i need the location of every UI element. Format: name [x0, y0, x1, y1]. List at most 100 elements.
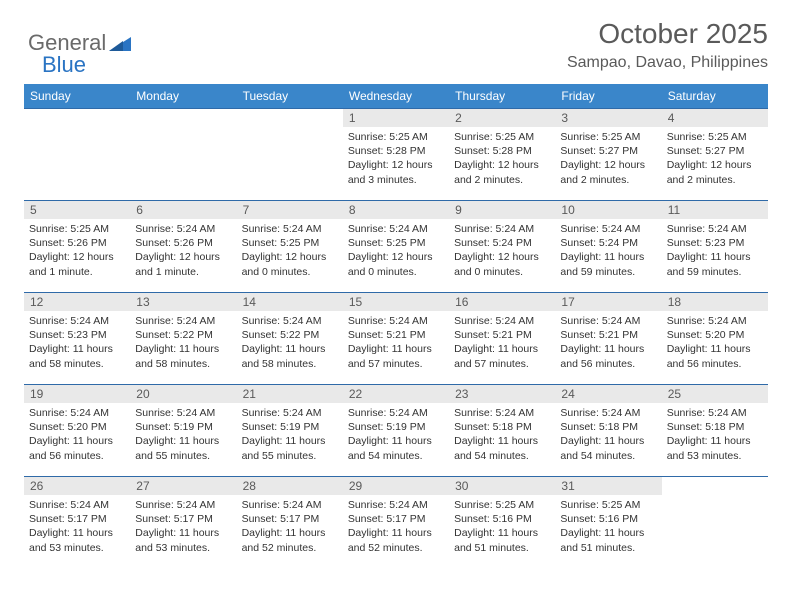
calendar-day-cell: 28Sunrise: 5:24 AMSunset: 5:17 PMDayligh…: [237, 477, 343, 569]
weekday-header: Friday: [555, 84, 661, 109]
day-number: 5: [24, 201, 130, 219]
day-info: Sunrise: 5:24 AMSunset: 5:22 PMDaylight:…: [130, 311, 236, 375]
day-info: Sunrise: 5:24 AMSunset: 5:24 PMDaylight:…: [449, 219, 555, 283]
day-info: Sunrise: 5:25 AMSunset: 5:28 PMDaylight:…: [449, 127, 555, 191]
calendar-week-row: 5Sunrise: 5:25 AMSunset: 5:26 PMDaylight…: [24, 201, 768, 293]
day-number: 11: [662, 201, 768, 219]
day-info: Sunrise: 5:24 AMSunset: 5:17 PMDaylight:…: [24, 495, 130, 559]
day-info: Sunrise: 5:24 AMSunset: 5:18 PMDaylight:…: [449, 403, 555, 467]
calendar-day-cell: 1Sunrise: 5:25 AMSunset: 5:28 PMDaylight…: [343, 109, 449, 201]
calendar-empty-cell: [662, 477, 768, 569]
day-info: Sunrise: 5:24 AMSunset: 5:19 PMDaylight:…: [237, 403, 343, 467]
calendar-day-cell: 7Sunrise: 5:24 AMSunset: 5:25 PMDaylight…: [237, 201, 343, 293]
day-number: 19: [24, 385, 130, 403]
month-title: October 2025: [24, 18, 768, 50]
day-number: 12: [24, 293, 130, 311]
calendar-day-cell: 22Sunrise: 5:24 AMSunset: 5:19 PMDayligh…: [343, 385, 449, 477]
calendar-day-cell: 14Sunrise: 5:24 AMSunset: 5:22 PMDayligh…: [237, 293, 343, 385]
day-number: 6: [130, 201, 236, 219]
day-number: 8: [343, 201, 449, 219]
day-info: Sunrise: 5:25 AMSunset: 5:27 PMDaylight:…: [662, 127, 768, 191]
calendar-day-cell: 6Sunrise: 5:24 AMSunset: 5:26 PMDaylight…: [130, 201, 236, 293]
day-number: 29: [343, 477, 449, 495]
day-number: 15: [343, 293, 449, 311]
day-info: Sunrise: 5:24 AMSunset: 5:25 PMDaylight:…: [237, 219, 343, 283]
day-number: 13: [130, 293, 236, 311]
day-number: 25: [662, 385, 768, 403]
day-number: 3: [555, 109, 661, 127]
calendar-day-cell: 23Sunrise: 5:24 AMSunset: 5:18 PMDayligh…: [449, 385, 555, 477]
weekday-header: Sunday: [24, 84, 130, 109]
calendar-week-row: 26Sunrise: 5:24 AMSunset: 5:17 PMDayligh…: [24, 477, 768, 569]
day-number: 30: [449, 477, 555, 495]
day-number: 21: [237, 385, 343, 403]
calendar-empty-cell: [130, 109, 236, 201]
day-info: Sunrise: 5:24 AMSunset: 5:25 PMDaylight:…: [343, 219, 449, 283]
day-info: Sunrise: 5:24 AMSunset: 5:26 PMDaylight:…: [130, 219, 236, 283]
weekday-header: Wednesday: [343, 84, 449, 109]
day-info: Sunrise: 5:24 AMSunset: 5:19 PMDaylight:…: [343, 403, 449, 467]
calendar-day-cell: 4Sunrise: 5:25 AMSunset: 5:27 PMDaylight…: [662, 109, 768, 201]
day-info: Sunrise: 5:24 AMSunset: 5:19 PMDaylight:…: [130, 403, 236, 467]
day-info: Sunrise: 5:25 AMSunset: 5:27 PMDaylight:…: [555, 127, 661, 191]
day-number: 9: [449, 201, 555, 219]
calendar-day-cell: 19Sunrise: 5:24 AMSunset: 5:20 PMDayligh…: [24, 385, 130, 477]
day-info: Sunrise: 5:24 AMSunset: 5:23 PMDaylight:…: [662, 219, 768, 283]
day-info: Sunrise: 5:24 AMSunset: 5:17 PMDaylight:…: [237, 495, 343, 559]
day-info: Sunrise: 5:24 AMSunset: 5:21 PMDaylight:…: [555, 311, 661, 375]
calendar-week-row: 1Sunrise: 5:25 AMSunset: 5:28 PMDaylight…: [24, 109, 768, 201]
weekday-header: Saturday: [662, 84, 768, 109]
day-number: 16: [449, 293, 555, 311]
weekday-header-row: SundayMondayTuesdayWednesdayThursdayFrid…: [24, 84, 768, 109]
day-number: 14: [237, 293, 343, 311]
calendar-day-cell: 25Sunrise: 5:24 AMSunset: 5:18 PMDayligh…: [662, 385, 768, 477]
logo-triangle-icon: [109, 35, 131, 51]
day-info: Sunrise: 5:25 AMSunset: 5:16 PMDaylight:…: [449, 495, 555, 559]
day-info: Sunrise: 5:25 AMSunset: 5:16 PMDaylight:…: [555, 495, 661, 559]
logo-text-2: Blue: [42, 52, 86, 78]
day-number: 17: [555, 293, 661, 311]
day-info: Sunrise: 5:24 AMSunset: 5:22 PMDaylight:…: [237, 311, 343, 375]
calendar-day-cell: 24Sunrise: 5:24 AMSunset: 5:18 PMDayligh…: [555, 385, 661, 477]
weekday-header: Thursday: [449, 84, 555, 109]
weekday-header: Monday: [130, 84, 236, 109]
day-number: 7: [237, 201, 343, 219]
calendar-day-cell: 31Sunrise: 5:25 AMSunset: 5:16 PMDayligh…: [555, 477, 661, 569]
calendar-day-cell: 10Sunrise: 5:24 AMSunset: 5:24 PMDayligh…: [555, 201, 661, 293]
calendar-day-cell: 3Sunrise: 5:25 AMSunset: 5:27 PMDaylight…: [555, 109, 661, 201]
day-info: Sunrise: 5:24 AMSunset: 5:21 PMDaylight:…: [343, 311, 449, 375]
day-number: 18: [662, 293, 768, 311]
day-info: Sunrise: 5:24 AMSunset: 5:17 PMDaylight:…: [343, 495, 449, 559]
calendar-day-cell: 30Sunrise: 5:25 AMSunset: 5:16 PMDayligh…: [449, 477, 555, 569]
calendar-day-cell: 2Sunrise: 5:25 AMSunset: 5:28 PMDaylight…: [449, 109, 555, 201]
calendar-day-cell: 26Sunrise: 5:24 AMSunset: 5:17 PMDayligh…: [24, 477, 130, 569]
day-number: 26: [24, 477, 130, 495]
day-number: 23: [449, 385, 555, 403]
day-number: 20: [130, 385, 236, 403]
day-info: Sunrise: 5:25 AMSunset: 5:28 PMDaylight:…: [343, 127, 449, 191]
day-number: 27: [130, 477, 236, 495]
calendar-day-cell: 21Sunrise: 5:24 AMSunset: 5:19 PMDayligh…: [237, 385, 343, 477]
day-number: 2: [449, 109, 555, 127]
day-info: Sunrise: 5:24 AMSunset: 5:24 PMDaylight:…: [555, 219, 661, 283]
calendar-empty-cell: [24, 109, 130, 201]
calendar-day-cell: 5Sunrise: 5:25 AMSunset: 5:26 PMDaylight…: [24, 201, 130, 293]
day-number: 10: [555, 201, 661, 219]
day-info: Sunrise: 5:24 AMSunset: 5:18 PMDaylight:…: [555, 403, 661, 467]
day-number: 4: [662, 109, 768, 127]
day-number: 31: [555, 477, 661, 495]
weekday-header: Tuesday: [237, 84, 343, 109]
day-info: Sunrise: 5:24 AMSunset: 5:18 PMDaylight:…: [662, 403, 768, 467]
calendar-day-cell: 8Sunrise: 5:24 AMSunset: 5:25 PMDaylight…: [343, 201, 449, 293]
calendar-day-cell: 29Sunrise: 5:24 AMSunset: 5:17 PMDayligh…: [343, 477, 449, 569]
calendar-table: SundayMondayTuesdayWednesdayThursdayFrid…: [24, 84, 768, 569]
calendar-day-cell: 9Sunrise: 5:24 AMSunset: 5:24 PMDaylight…: [449, 201, 555, 293]
calendar-day-cell: 13Sunrise: 5:24 AMSunset: 5:22 PMDayligh…: [130, 293, 236, 385]
calendar-day-cell: 18Sunrise: 5:24 AMSunset: 5:20 PMDayligh…: [662, 293, 768, 385]
calendar-day-cell: 16Sunrise: 5:24 AMSunset: 5:21 PMDayligh…: [449, 293, 555, 385]
day-info: Sunrise: 5:24 AMSunset: 5:21 PMDaylight:…: [449, 311, 555, 375]
day-number: 22: [343, 385, 449, 403]
day-info: Sunrise: 5:24 AMSunset: 5:20 PMDaylight:…: [24, 403, 130, 467]
calendar-body: 1Sunrise: 5:25 AMSunset: 5:28 PMDaylight…: [24, 109, 768, 569]
calendar-day-cell: 17Sunrise: 5:24 AMSunset: 5:21 PMDayligh…: [555, 293, 661, 385]
